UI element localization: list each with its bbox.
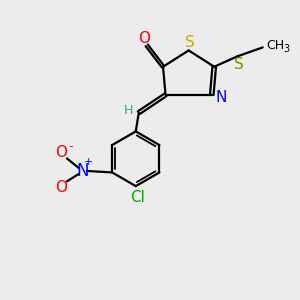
Text: Cl: Cl — [130, 190, 145, 205]
Text: N: N — [216, 90, 227, 105]
Text: CH: CH — [266, 38, 284, 52]
Text: N: N — [76, 162, 88, 180]
Text: S: S — [234, 57, 244, 72]
Text: +: + — [84, 157, 94, 167]
Text: S: S — [185, 34, 195, 50]
Text: 3: 3 — [283, 44, 289, 54]
Text: -: - — [68, 140, 73, 153]
Text: H: H — [124, 104, 133, 117]
Text: O: O — [55, 145, 67, 160]
Text: O: O — [55, 180, 67, 195]
Text: O: O — [138, 31, 150, 46]
